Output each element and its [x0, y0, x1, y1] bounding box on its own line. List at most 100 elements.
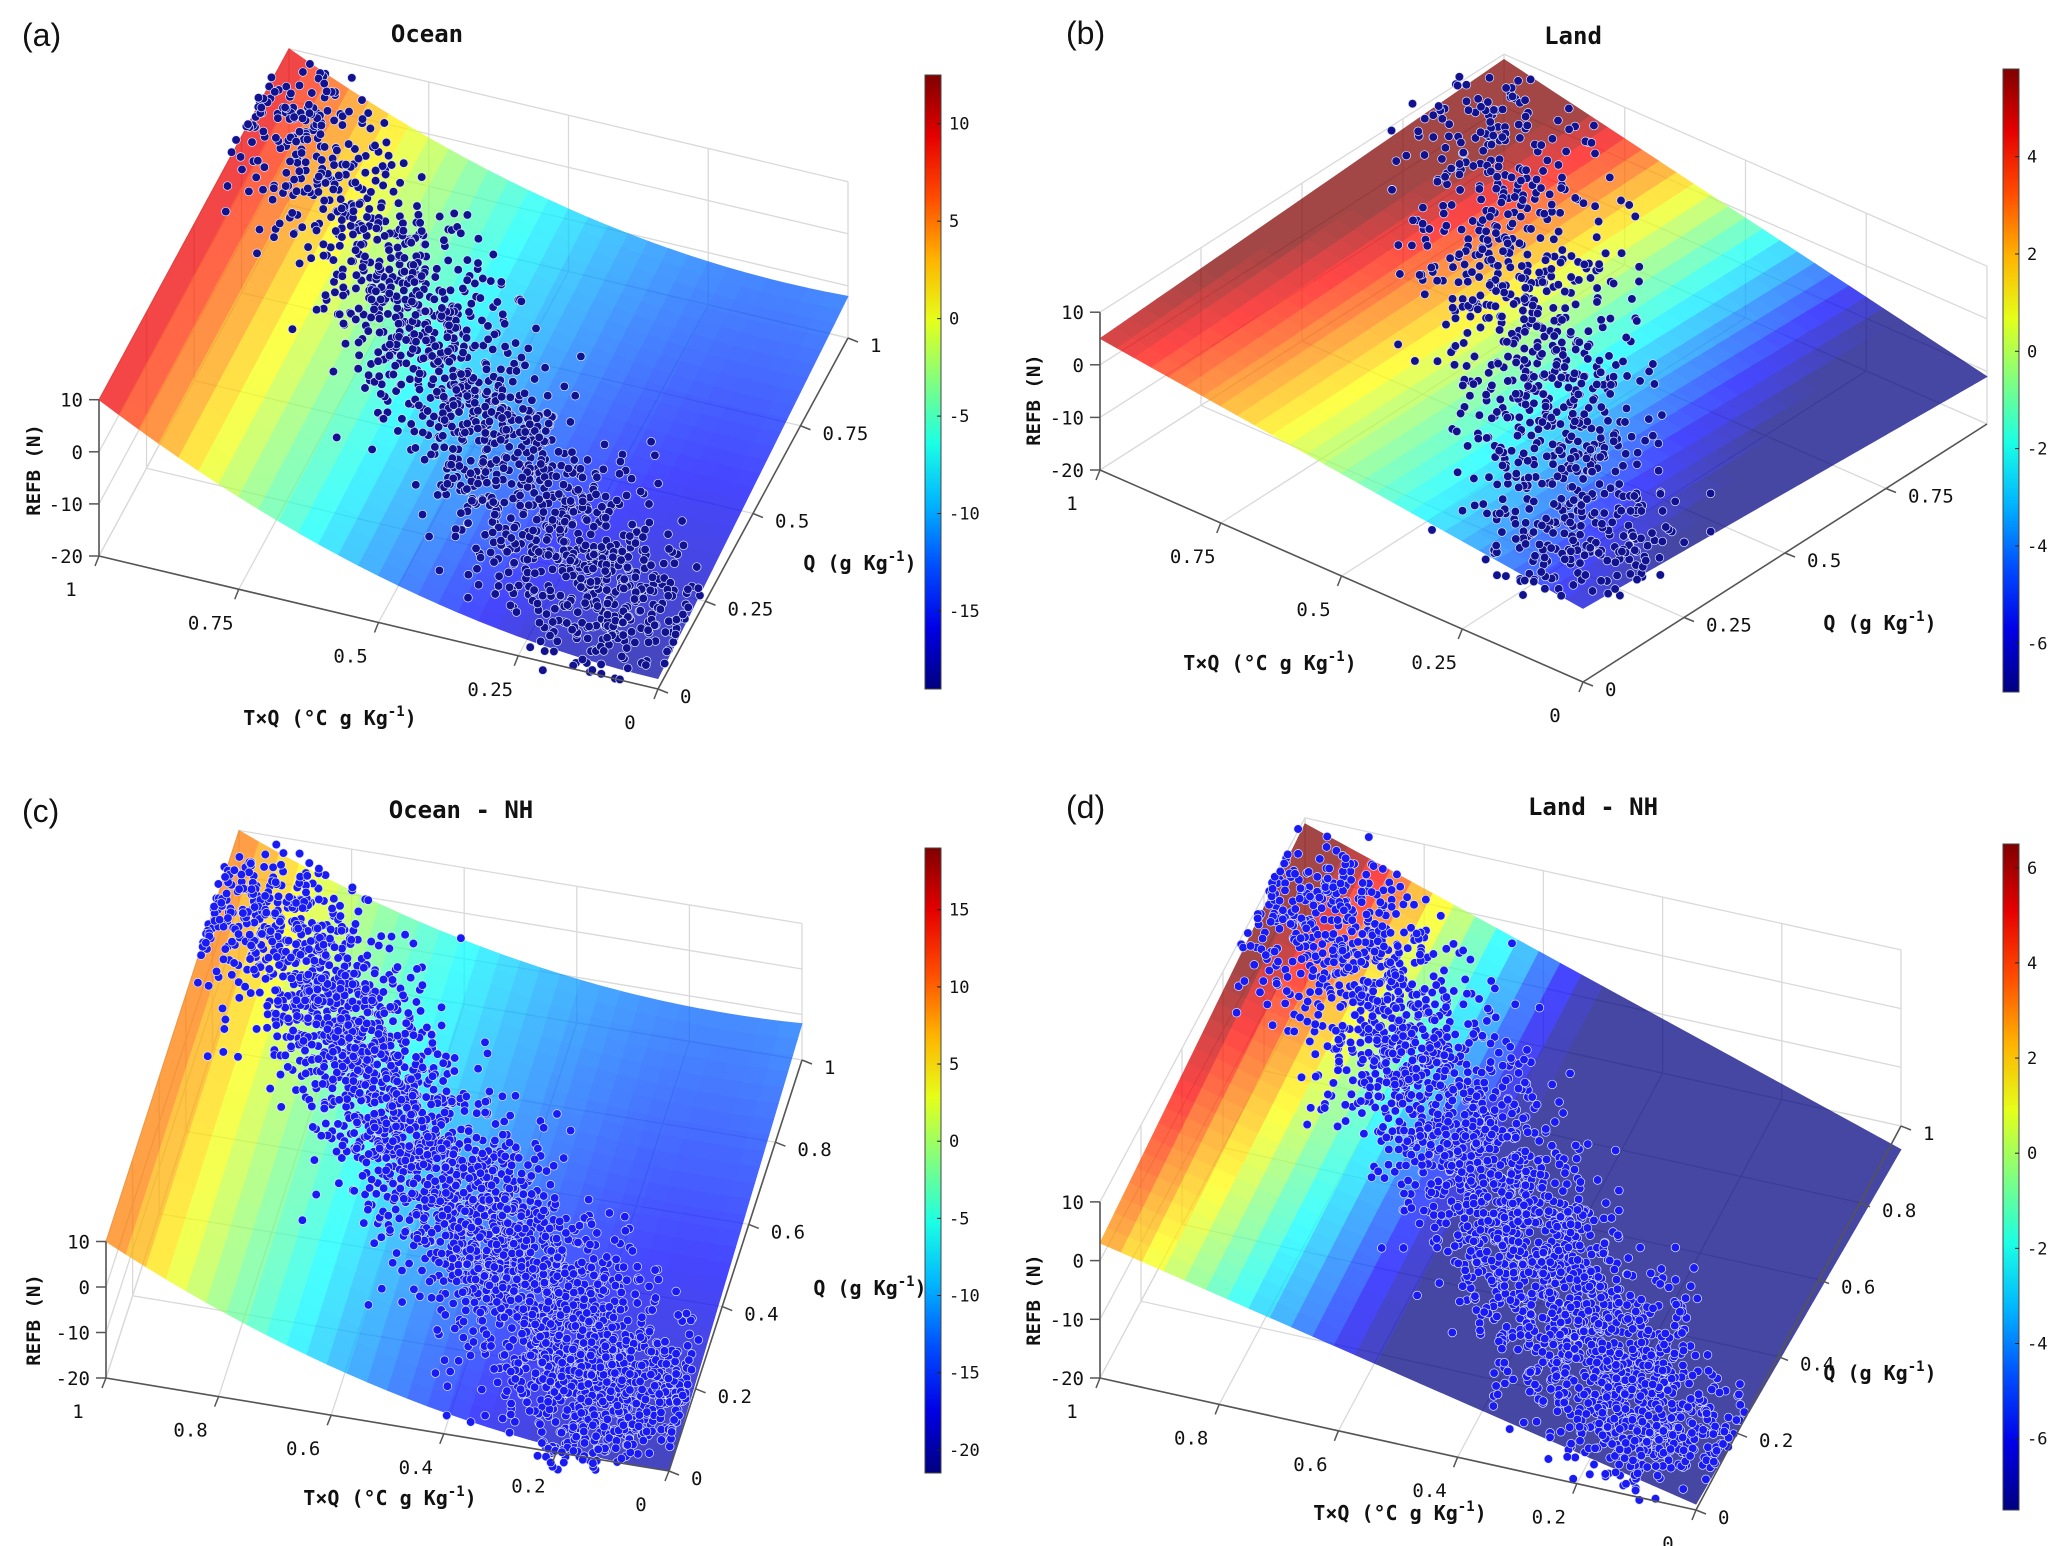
scatter-point: [619, 574, 629, 584]
scatter-point: [234, 852, 245, 862]
scatter-point: [664, 616, 674, 626]
scatter-point: [367, 444, 377, 455]
scatter-point: [1657, 536, 1668, 547]
scatter-point: [1551, 360, 1562, 370]
scatter-point: [1640, 436, 1650, 446]
scatter-point: [412, 201, 422, 211]
scatter-point: [545, 630, 555, 641]
scatter-point: [498, 309, 508, 319]
scatter-point: [509, 558, 519, 568]
scatter-point: [532, 515, 542, 525]
scatter-point: [1454, 249, 1464, 259]
scatter-point: [600, 566, 610, 576]
scatter-point: [437, 287, 448, 297]
scatter-point: [370, 140, 380, 151]
scatter-point: [1493, 261, 1503, 271]
y-tick: [1582, 681, 1594, 687]
scatter-point: [358, 262, 368, 272]
scatter-point: [625, 531, 635, 541]
scatter-point: [490, 509, 500, 520]
scatter-point: [1502, 412, 1512, 423]
scatter-point: [513, 448, 523, 458]
scatter-point: [1617, 546, 1627, 557]
scatter-point: [618, 617, 628, 628]
scatter-point: [1525, 417, 1535, 428]
scatter-point: [1493, 358, 1503, 369]
scatter-point: [630, 572, 641, 582]
scatter-point: [350, 245, 361, 255]
scatter-point: [1547, 134, 1558, 144]
z-tick-label: 0: [72, 442, 83, 464]
scatter-point: [1484, 313, 1494, 323]
scatter-point: [462, 391, 472, 401]
scatter-point: [393, 426, 403, 436]
scatter-point: [1473, 433, 1483, 444]
colorbar-tick-label: -4: [2027, 537, 2047, 557]
x-tick: [1457, 628, 1463, 640]
scatter-point: [488, 527, 498, 538]
scatter-point: [1585, 273, 1596, 283]
scatter-point: [646, 437, 656, 447]
scatter-point: [360, 251, 370, 262]
scatter-point: [544, 418, 554, 429]
scatter-point: [490, 589, 500, 599]
y-axis-label-close: ): [1925, 611, 1937, 635]
panel-ocean-nh: 10.80.60.40.2000.20.40.60.81100-10-20T×Q…: [22, 793, 980, 1516]
z-axis-label: REFB (N): [1023, 354, 1045, 446]
scatter-point: [1629, 491, 1639, 501]
x-tick-label: 0.5: [1296, 599, 1330, 621]
scatter-point: [370, 165, 381, 176]
z-tick-label: 10: [60, 390, 83, 412]
scatter-point: [1616, 248, 1627, 258]
scatter-point: [1473, 94, 1483, 104]
y-tick: [657, 688, 669, 694]
scatter-point: [1553, 280, 1563, 290]
scatter-point: [480, 467, 491, 477]
scatter-point: [315, 129, 326, 139]
x-tick-label: 0.25: [1411, 652, 1457, 674]
scatter-point: [401, 335, 411, 345]
scatter-point: [591, 489, 601, 499]
y-tick-label: 0: [680, 686, 691, 708]
scatter-point: [357, 114, 368, 124]
scatter-point: [1537, 479, 1547, 489]
scatter-point: [354, 303, 364, 314]
scatter-point: [1518, 305, 1528, 316]
scatter-point: [1573, 389, 1583, 399]
scatter-point: [373, 356, 383, 366]
scatter-point: [414, 400, 424, 410]
scatter-point: [555, 590, 566, 601]
scatter-point: [1647, 528, 1657, 538]
scatter-point: [1610, 584, 1620, 594]
scatter-point: [659, 658, 670, 669]
scatter-point: [576, 573, 586, 584]
scatter-point: [1567, 482, 1577, 492]
scatter-point: [504, 582, 515, 592]
scatter-point: [1413, 126, 1423, 136]
scatter-point: [540, 363, 550, 373]
scatter-point: [602, 585, 612, 595]
scatter-point: [542, 535, 552, 545]
scatter-point: [1589, 120, 1599, 131]
scatter-point: [470, 278, 480, 289]
scatter-point: [1557, 315, 1567, 325]
scatter-point: [319, 78, 329, 89]
scatter-point: [450, 531, 461, 542]
scatter-point: [1452, 80, 1463, 91]
scatter-point: [538, 665, 548, 675]
scatter-point: [1566, 546, 1576, 556]
scatter-point: [683, 602, 693, 612]
scatter-point: [1444, 119, 1454, 129]
scatter-point: [536, 636, 546, 646]
scatter-point: [353, 364, 363, 374]
scatter-point: [362, 212, 372, 222]
scatter-point: [384, 264, 394, 275]
scatter-point: [1450, 313, 1461, 323]
scatter-point: [1514, 238, 1525, 248]
z-axis-label: REFB (N): [23, 424, 45, 516]
scatter-point: [618, 630, 628, 640]
scatter-point: [1512, 431, 1523, 441]
scatter-point: [1497, 311, 1507, 322]
scatter-point: [627, 519, 637, 530]
scatter-point: [244, 186, 254, 197]
